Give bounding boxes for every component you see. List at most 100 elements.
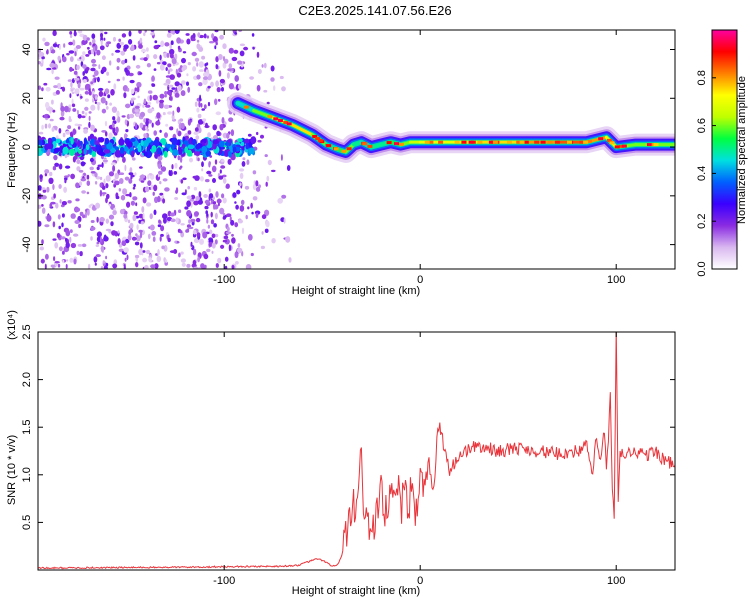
noise-speck (222, 239, 228, 243)
noise-speck (67, 79, 72, 82)
noise-speck (99, 30, 104, 34)
y-tick-label: 2.5 (21, 324, 33, 339)
noise-speck (215, 41, 218, 46)
ridge-hotspot (583, 140, 589, 144)
noise-speck (71, 91, 75, 95)
ridge-hotspot (519, 140, 525, 144)
noise-speck (65, 237, 68, 242)
noise-speck (106, 106, 109, 110)
noise-speck (205, 69, 210, 74)
noise-speck (49, 62, 55, 68)
noise-speck (76, 109, 79, 115)
noise-speck (162, 198, 166, 204)
ridge-hotspot (243, 105, 249, 109)
noise-speck (196, 39, 200, 43)
noise-speck (152, 94, 158, 101)
ridge-hotspot (547, 140, 553, 144)
noise-speck (62, 250, 65, 255)
noise-speck (240, 199, 245, 205)
noise-speck (139, 174, 146, 179)
noise-speck (196, 232, 201, 237)
noise-speck (149, 213, 153, 220)
noise-speck (162, 178, 168, 182)
noise-speck (49, 171, 53, 177)
noise-speck (164, 42, 170, 47)
noise-speck (41, 87, 44, 92)
noise-speck (81, 243, 87, 248)
noise-speck (190, 201, 193, 208)
noise-speck (138, 44, 143, 49)
noise-speck (189, 157, 193, 163)
noise-speck (236, 189, 241, 195)
noise-speck (179, 156, 183, 163)
noise-speck (154, 40, 158, 44)
noise-speck (188, 226, 194, 230)
noise-speck (203, 76, 208, 81)
noise-speck (122, 156, 126, 163)
noise-speck (116, 110, 120, 118)
noise-speck (194, 175, 200, 181)
noise-speck (114, 49, 121, 53)
noise-speck (90, 236, 93, 241)
noise-speck (234, 32, 238, 35)
noise-speck (214, 98, 218, 106)
noise-speck (127, 219, 131, 224)
noise-speck (77, 30, 83, 34)
noise-speck (163, 104, 170, 110)
noise-speck (123, 247, 129, 253)
noise-speck (255, 212, 259, 219)
noise-speck (193, 131, 199, 136)
noise-speck (113, 207, 116, 211)
noise-speck (145, 119, 149, 127)
noise-speck (45, 253, 49, 260)
noise-speck (59, 116, 65, 121)
noise-speck (125, 129, 129, 133)
noise-speck (270, 77, 275, 82)
noise-speck (215, 56, 219, 63)
noise-band-speck (145, 137, 152, 143)
noise-band-speck (181, 143, 186, 149)
noise-band-speck (88, 147, 92, 154)
noise-speck (228, 83, 234, 90)
noise-speck (221, 117, 225, 124)
noise-speck (159, 64, 165, 71)
noise-speck (124, 119, 128, 126)
noise-speck (78, 169, 84, 173)
noise-band-speck (68, 148, 76, 156)
ridge-hotspot (567, 140, 572, 144)
noise-speck (38, 204, 42, 209)
noise-speck (92, 204, 95, 209)
noise-speck (69, 229, 73, 234)
noise-speck (177, 84, 182, 92)
noise-speck (123, 44, 129, 50)
noise-band-speck (194, 151, 201, 156)
noise-speck (210, 81, 214, 88)
ridge-hotspot (367, 144, 373, 148)
noise-speck (201, 55, 206, 60)
noise-band-speck (118, 138, 125, 146)
noise-speck (135, 122, 138, 130)
noise-band-speck (228, 150, 232, 158)
noise-band-speck (250, 136, 257, 145)
noise-speck (44, 41, 50, 47)
noise-band-speck (151, 145, 157, 153)
noise-speck (97, 104, 100, 111)
noise-speck (145, 126, 148, 130)
noise-speck (58, 163, 63, 170)
noise-speck (112, 116, 116, 121)
noise-speck (120, 50, 125, 56)
x-tick-label: 100 (607, 575, 625, 587)
noise-speck (264, 209, 270, 216)
y-tick-label: -40 (21, 237, 33, 253)
spectrogram-ylabel: Frequency (Hz) (6, 112, 18, 188)
noise-speck (139, 231, 143, 239)
colorbar: 0.0 0.2 0.4 0.6 0.8 Normalized spectral ampl… (696, 29, 748, 277)
noise-speck (198, 101, 201, 108)
noise-speck (226, 72, 230, 79)
noise-speck (150, 184, 154, 191)
noise-speck (211, 250, 214, 254)
noise-speck (76, 159, 81, 165)
noise-speck (168, 84, 174, 88)
ridge-hotspot (428, 140, 434, 144)
noise-speck (77, 126, 81, 130)
